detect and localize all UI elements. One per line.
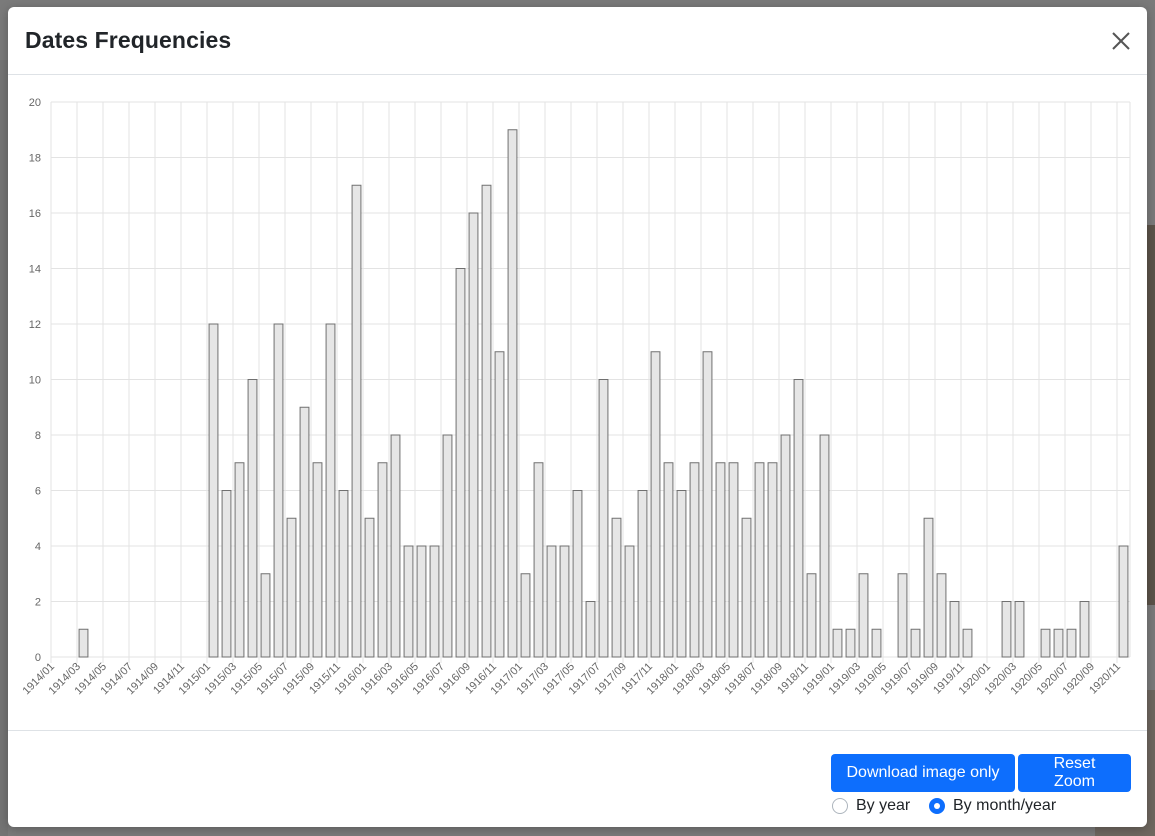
bar [819, 434, 830, 658]
bar [403, 545, 414, 658]
bar [455, 268, 466, 658]
bar [806, 573, 817, 658]
bar [832, 628, 843, 658]
bar [481, 184, 492, 658]
bar [715, 462, 726, 658]
y-tick-label: 2 [35, 597, 41, 609]
radio-by-month-year[interactable]: By month/year [929, 795, 1056, 817]
background-image-strip [1145, 225, 1155, 605]
bar [299, 406, 310, 658]
bar [754, 462, 765, 658]
download-image-button[interactable]: Download image only [831, 754, 1015, 792]
modal-footer: Download image only Reset Zoom By year B… [8, 730, 1147, 827]
y-tick-label: 10 [29, 375, 41, 387]
bar [741, 517, 752, 658]
bar [325, 323, 336, 658]
bar [312, 462, 323, 658]
bar [767, 462, 778, 658]
reset-zoom-button[interactable]: Reset Zoom [1018, 754, 1131, 792]
bar [1118, 545, 1129, 658]
bar [1066, 628, 1077, 658]
bar [676, 490, 687, 658]
bar [351, 184, 362, 658]
bar [572, 490, 583, 658]
bar [208, 323, 219, 658]
bar [897, 573, 908, 658]
bar [611, 517, 622, 658]
dates-frequency-chart[interactable]: 024681012141618201914/011914/031914/0519… [8, 83, 1147, 731]
bar [377, 462, 388, 658]
bar [650, 351, 661, 658]
bar [637, 490, 648, 658]
radio-by-year-circle[interactable] [832, 798, 848, 814]
y-tick-label: 18 [29, 153, 41, 165]
bar [689, 462, 700, 658]
bar [390, 434, 401, 658]
close-icon [1112, 32, 1130, 50]
bar [416, 545, 427, 658]
bar [260, 573, 271, 658]
bar [1040, 628, 1051, 658]
bar [494, 351, 505, 658]
bar [234, 462, 245, 658]
radio-by-month-year-label: By month/year [953, 797, 1057, 814]
y-tick-label: 0 [35, 652, 41, 664]
bar [546, 545, 557, 658]
bar [871, 628, 882, 658]
y-tick-label: 14 [29, 264, 41, 276]
bar [949, 601, 960, 658]
bar [468, 212, 479, 658]
bar [520, 573, 531, 658]
y-tick-label: 4 [35, 541, 41, 553]
bar [559, 545, 570, 658]
close-button[interactable] [1109, 29, 1133, 53]
y-tick-label: 12 [29, 319, 41, 331]
bar [962, 628, 973, 658]
modal-title: Dates Frequencies [25, 27, 232, 53]
radio-by-year-label: By year [856, 797, 911, 814]
bar [78, 628, 89, 658]
bar [728, 462, 739, 658]
chart-area[interactable]: 0 2 4 6 8 10 12 14 16 18 20 1914/01 1914/03 1914/05 19… [8, 83, 1147, 731]
y-tick-label: 8 [35, 430, 41, 442]
bar [507, 129, 518, 658]
dates-frequencies-modal: Dates Frequencies 0 2 4 6 8 10 12 14 16 18 20 1914/… [8, 7, 1147, 827]
y-tick-label: 20 [29, 97, 41, 109]
radio-by-month-year-circle[interactable] [929, 798, 945, 814]
bar [1001, 601, 1012, 658]
bar [1079, 601, 1090, 658]
bar [273, 323, 284, 658]
radio-by-year[interactable]: By year [832, 795, 910, 817]
bar [364, 517, 375, 658]
bar [702, 351, 713, 658]
bar [585, 601, 596, 658]
background-left-edge [0, 60, 8, 836]
bar [286, 517, 297, 658]
bar [910, 628, 921, 658]
bar [845, 628, 856, 658]
bar [858, 573, 869, 658]
bar [793, 379, 804, 658]
bar [663, 462, 674, 658]
bar [598, 379, 609, 658]
bar [221, 490, 232, 658]
bar [624, 545, 635, 658]
y-tick-label: 6 [35, 486, 41, 498]
bar [1053, 628, 1064, 658]
bar [338, 490, 349, 658]
bar [780, 434, 791, 658]
bar [923, 517, 934, 658]
bar [429, 545, 440, 658]
bar [247, 379, 258, 658]
bar [533, 462, 544, 658]
bar [936, 573, 947, 658]
bar [1014, 601, 1025, 658]
modal-header: Dates Frequencies [8, 7, 1147, 75]
y-tick-label: 16 [29, 208, 41, 220]
bar [442, 434, 453, 658]
